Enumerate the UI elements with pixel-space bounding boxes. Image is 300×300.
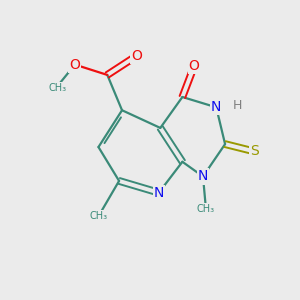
Text: N: N: [154, 186, 164, 200]
Text: CH₃: CH₃: [197, 204, 215, 214]
Text: O: O: [131, 49, 142, 63]
Text: H: H: [233, 99, 242, 112]
Text: N: N: [198, 169, 208, 184]
Text: O: O: [189, 59, 200, 73]
Text: O: O: [70, 58, 80, 72]
Text: S: S: [250, 145, 259, 158]
Text: N: N: [211, 100, 221, 114]
Text: CH₃: CH₃: [48, 83, 66, 93]
Text: CH₃: CH₃: [89, 211, 107, 221]
